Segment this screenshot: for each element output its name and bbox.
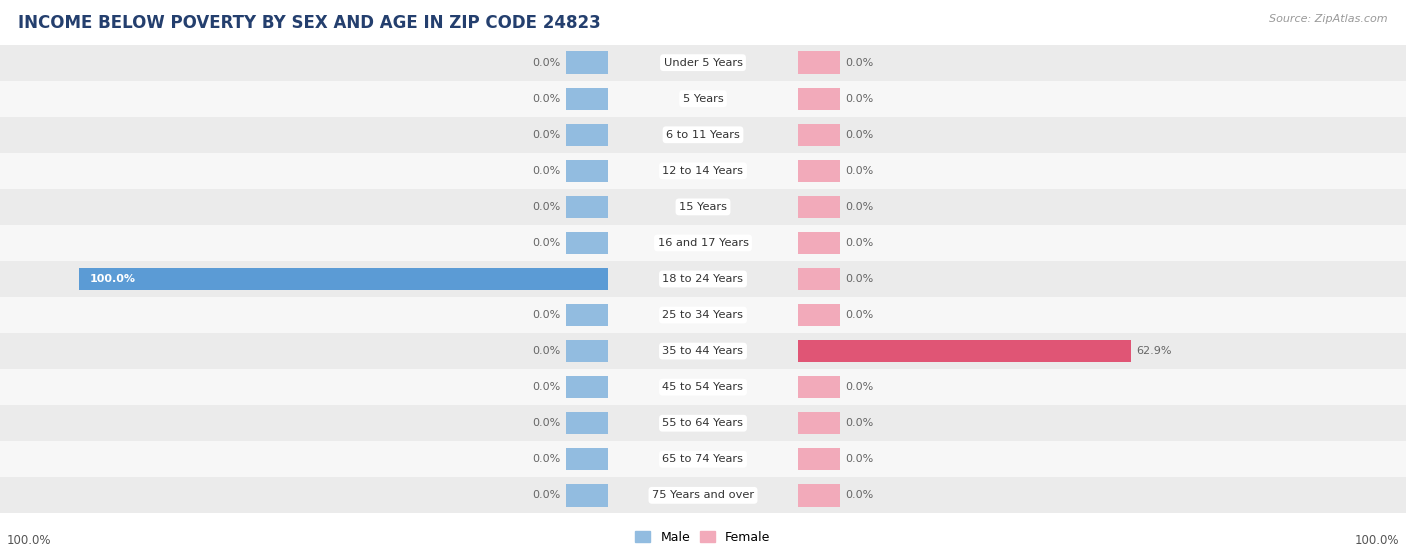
Bar xyxy=(0,369,1406,405)
Bar xyxy=(565,304,607,326)
Text: 18 to 24 Years: 18 to 24 Years xyxy=(662,274,744,284)
Text: Source: ZipAtlas.com: Source: ZipAtlas.com xyxy=(1270,14,1388,24)
Bar xyxy=(565,196,607,218)
Text: 0.0%: 0.0% xyxy=(531,94,560,104)
Text: 0.0%: 0.0% xyxy=(846,166,875,176)
Bar xyxy=(0,45,1406,81)
Text: 15 Years: 15 Years xyxy=(679,202,727,212)
Bar xyxy=(0,441,1406,477)
Text: 75 Years and over: 75 Years and over xyxy=(652,490,754,501)
Text: 100.0%: 100.0% xyxy=(90,274,136,284)
Text: 5 Years: 5 Years xyxy=(683,94,723,104)
Bar xyxy=(799,340,1130,362)
Bar xyxy=(799,124,841,146)
Bar xyxy=(565,340,607,362)
Text: 35 to 44 Years: 35 to 44 Years xyxy=(662,346,744,356)
Text: 0.0%: 0.0% xyxy=(846,310,875,320)
Bar xyxy=(79,268,607,290)
Text: 0.0%: 0.0% xyxy=(846,274,875,284)
Text: 0.0%: 0.0% xyxy=(531,57,560,68)
Bar xyxy=(565,448,607,470)
Text: 45 to 54 Years: 45 to 54 Years xyxy=(662,382,744,392)
Text: 62.9%: 62.9% xyxy=(1136,346,1171,356)
Bar xyxy=(799,304,841,326)
Bar xyxy=(565,160,607,182)
Bar xyxy=(799,51,841,74)
Bar xyxy=(0,405,1406,441)
Bar xyxy=(565,88,607,110)
Text: INCOME BELOW POVERTY BY SEX AND AGE IN ZIP CODE 24823: INCOME BELOW POVERTY BY SEX AND AGE IN Z… xyxy=(18,14,600,32)
Text: 0.0%: 0.0% xyxy=(846,202,875,212)
Bar xyxy=(799,88,841,110)
Text: 16 and 17 Years: 16 and 17 Years xyxy=(658,238,748,248)
Bar xyxy=(0,477,1406,513)
Bar xyxy=(0,261,1406,297)
Bar xyxy=(0,81,1406,117)
Text: 0.0%: 0.0% xyxy=(846,490,875,501)
Bar xyxy=(799,232,841,254)
Bar xyxy=(0,189,1406,225)
Text: 0.0%: 0.0% xyxy=(846,382,875,392)
Bar xyxy=(799,448,841,470)
Text: 0.0%: 0.0% xyxy=(531,346,560,356)
Text: 0.0%: 0.0% xyxy=(846,57,875,68)
Bar xyxy=(799,268,841,290)
Text: 6 to 11 Years: 6 to 11 Years xyxy=(666,130,740,140)
Text: 0.0%: 0.0% xyxy=(531,238,560,248)
Bar xyxy=(565,412,607,434)
Bar xyxy=(0,117,1406,153)
Bar xyxy=(0,297,1406,333)
Text: 0.0%: 0.0% xyxy=(846,94,875,104)
Text: 0.0%: 0.0% xyxy=(531,454,560,464)
Text: 65 to 74 Years: 65 to 74 Years xyxy=(662,454,744,464)
Text: 0.0%: 0.0% xyxy=(531,490,560,501)
Legend: Male, Female: Male, Female xyxy=(630,526,776,549)
Text: 0.0%: 0.0% xyxy=(531,382,560,392)
Text: 55 to 64 Years: 55 to 64 Years xyxy=(662,418,744,428)
Bar xyxy=(565,51,607,74)
Bar xyxy=(799,160,841,182)
Text: 0.0%: 0.0% xyxy=(531,202,560,212)
Text: 0.0%: 0.0% xyxy=(531,310,560,320)
Bar xyxy=(799,412,841,434)
Bar xyxy=(0,333,1406,369)
Bar xyxy=(799,484,841,507)
Bar xyxy=(565,232,607,254)
Text: 0.0%: 0.0% xyxy=(531,166,560,176)
Text: 100.0%: 100.0% xyxy=(1354,534,1399,547)
Bar xyxy=(565,376,607,398)
Text: 0.0%: 0.0% xyxy=(531,418,560,428)
Text: 0.0%: 0.0% xyxy=(846,238,875,248)
Bar xyxy=(565,124,607,146)
Bar xyxy=(0,153,1406,189)
Text: 0.0%: 0.0% xyxy=(846,454,875,464)
Text: 0.0%: 0.0% xyxy=(531,130,560,140)
Text: 0.0%: 0.0% xyxy=(846,130,875,140)
Text: 12 to 14 Years: 12 to 14 Years xyxy=(662,166,744,176)
Text: Under 5 Years: Under 5 Years xyxy=(664,57,742,68)
Text: 100.0%: 100.0% xyxy=(7,534,52,547)
Text: 0.0%: 0.0% xyxy=(846,418,875,428)
Bar xyxy=(799,196,841,218)
Bar xyxy=(565,484,607,507)
Bar xyxy=(0,225,1406,261)
Bar xyxy=(799,376,841,398)
Text: 25 to 34 Years: 25 to 34 Years xyxy=(662,310,744,320)
